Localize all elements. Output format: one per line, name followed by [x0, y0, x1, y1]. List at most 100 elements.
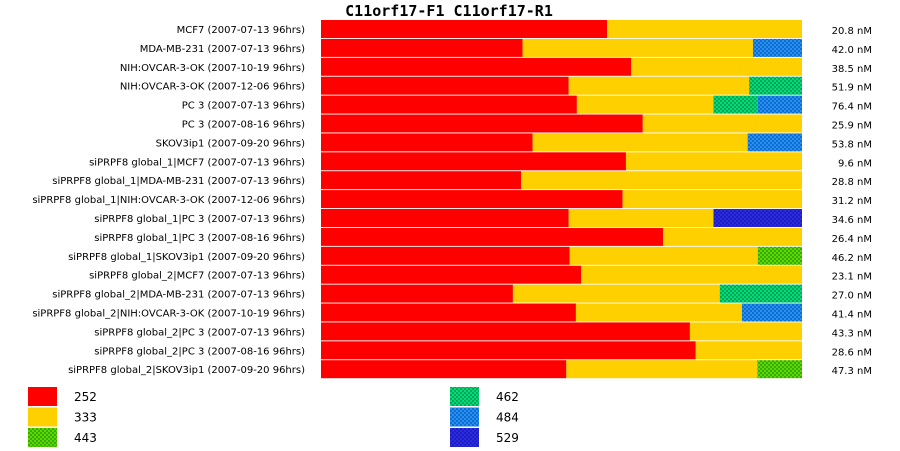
bar-segment-484: [747, 133, 802, 152]
bar-segment-333: [532, 133, 748, 152]
bar-segment-252: [321, 227, 663, 246]
bar-segment-333: [512, 284, 720, 303]
value-label: 23.1 nM: [832, 272, 872, 283]
bar-segment-462: [719, 284, 802, 303]
category-label: siPRPF8 global_1|MCF7 (2007-07-13 96hrs): [89, 157, 305, 168]
legend-label: 443: [74, 431, 97, 445]
legend-swatch: [450, 407, 479, 427]
bar-segment-252: [321, 20, 608, 38]
legend-label: 333: [74, 411, 97, 425]
bars-layer: MCF7 (2007-07-13 96hrs) 20.8 nM MDA-MB-231…: [32, 20, 872, 379]
bar-segment-252: [321, 152, 626, 171]
bar-segment-333: [625, 152, 802, 171]
bar-segment-252: [321, 322, 690, 341]
category-label: MDA-MB-231 (2007-07-13 96hrs): [140, 44, 305, 55]
value-label: 28.8 nM: [832, 177, 872, 188]
bar-segment-484: [741, 303, 803, 322]
value-label: 46.2 nM: [832, 253, 872, 264]
legend-item: 529: [450, 428, 519, 447]
bar-segment-252: [321, 284, 513, 303]
category-label: siPRPF8 global_2|NIH:OVCAR-3-OK (2007-10…: [32, 309, 305, 320]
legend-label: 529: [496, 431, 519, 445]
bar-segment-333: [631, 57, 802, 76]
legend-item: 333: [28, 407, 97, 427]
bar-segment-252: [321, 76, 569, 95]
category-label: siPRPF8 global_1|PC 3 (2007-07-13 96hrs): [94, 214, 305, 225]
value-label: 41.4 nM: [832, 310, 872, 321]
category-label: siPRPF8 global_2|MDA-MB-231 (2007-07-13 …: [52, 290, 305, 301]
category-label: siPRPF8 global_1|SKOV3ip1 (2007-09-20 96…: [68, 252, 305, 263]
value-label: 47.3 nM: [832, 366, 872, 377]
bar-segment-484: [752, 38, 802, 57]
bar-segment-333: [569, 246, 758, 265]
value-label: 26.4 nM: [832, 234, 872, 245]
category-label: SKOV3ip1 (2007-09-20 96hrs): [156, 138, 306, 149]
bar-segment-333: [642, 114, 802, 133]
legend-item: 252: [28, 387, 97, 406]
bar-segment-252: [321, 171, 522, 190]
bar-segment-252: [321, 95, 577, 114]
legend-item: 462: [450, 387, 519, 406]
category-label: siPRPF8 global_1|NIH:OVCAR-3-OK (2007-12…: [32, 195, 305, 206]
bar-segment-333: [695, 341, 802, 360]
bar-segment-462: [749, 76, 802, 95]
legend: 252 333 443 462 484 529: [28, 387, 519, 447]
value-label: 43.3 nM: [832, 328, 872, 339]
bar-segment-252: [321, 38, 523, 57]
value-label: 25.9 nM: [832, 121, 872, 132]
bar-segment-333: [568, 76, 750, 95]
legend-label: 252: [74, 390, 97, 404]
legend-swatch: [450, 387, 479, 406]
legend-swatch: [450, 428, 479, 447]
bar-segment-333: [566, 360, 758, 379]
bar-segment-443: [757, 360, 802, 379]
category-label: MCF7 (2007-07-13 96hrs): [177, 25, 305, 36]
legend-swatch: [28, 407, 57, 427]
value-label: 51.9 nM: [832, 83, 872, 94]
value-label: 27.0 nM: [832, 291, 872, 302]
chart-title: C11orf17-F1 C11orf17-R1: [345, 2, 553, 20]
bar-segment-252: [321, 360, 567, 379]
legend-label: 484: [496, 411, 519, 425]
bar-segment-252: [321, 303, 576, 322]
legend-swatch: [28, 428, 57, 447]
value-label: 34.6 nM: [832, 215, 872, 226]
value-label: 31.2 nM: [832, 196, 872, 207]
legend-swatch: [28, 387, 57, 406]
value-label: 42.0 nM: [832, 45, 872, 56]
category-label: siPRPF8 global_2|PC 3 (2007-08-16 96hrs): [94, 346, 305, 357]
bar-segment-252: [321, 190, 623, 209]
bar-segment-529: [713, 209, 802, 227]
category-label: NIH:OVCAR-3-OK (2007-12-06 96hrs): [120, 82, 305, 93]
category-label: siPRPF8 global_1|MDA-MB-231 (2007-07-13 …: [52, 176, 305, 187]
value-label: 53.8 nM: [832, 139, 872, 150]
bar-segment-443: [757, 246, 802, 265]
bar-segment-333: [607, 20, 802, 38]
legend-item: 443: [28, 428, 97, 447]
bar-segment-333: [662, 227, 802, 246]
bar-segment-252: [321, 265, 582, 284]
bar-segment-462: [713, 95, 758, 114]
bar-segment-252: [321, 133, 533, 152]
bar-segment-252: [321, 341, 696, 360]
bar-segment-333: [522, 38, 753, 57]
bar-segment-333: [689, 322, 802, 341]
bar-segment-333: [575, 303, 742, 322]
bar-segment-252: [321, 209, 569, 227]
category-label: PC 3 (2007-07-13 96hrs): [182, 101, 305, 112]
bar-segment-333: [622, 190, 802, 209]
legend-label: 462: [496, 390, 519, 404]
value-label: 76.4 nM: [832, 102, 872, 113]
value-label: 20.8 nM: [832, 26, 872, 37]
category-label: siPRPF8 global_2|SKOV3ip1 (2007-09-20 96…: [68, 365, 305, 376]
category-label: siPRPF8 global_1|PC 3 (2007-08-16 96hrs): [94, 233, 305, 244]
category-label: PC 3 (2007-08-16 96hrs): [182, 120, 305, 131]
bar-segment-333: [576, 95, 714, 114]
bar-segment-484: [757, 95, 802, 114]
bar-segment-333: [521, 171, 802, 190]
bar-segment-333: [568, 209, 714, 227]
value-label: 28.6 nM: [832, 347, 872, 358]
category-label: siPRPF8 global_2|MCF7 (2007-07-13 96hrs): [89, 271, 305, 282]
bar-segment-252: [321, 57, 632, 76]
